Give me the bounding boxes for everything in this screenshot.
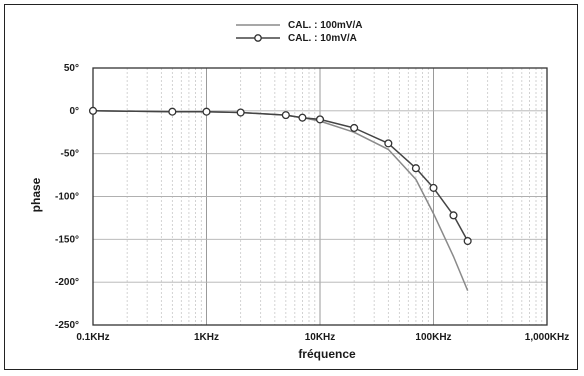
data-point xyxy=(429,183,438,192)
legend-label-series-2: CAL. : 10mV/A xyxy=(288,33,357,44)
y-tick-label: -200° xyxy=(55,277,79,288)
y-axis-title: phase xyxy=(29,177,43,212)
y-tick-label: -100° xyxy=(55,192,79,203)
data-point xyxy=(88,106,98,115)
series-layer xyxy=(88,106,472,291)
x-tick-label: 10KHz xyxy=(305,332,336,343)
chart-frame xyxy=(4,4,578,370)
data-point xyxy=(236,108,245,117)
tick-labels: 50° 0° -50° -100° -150° -200° -250°0.1KHz 1KHz 1… xyxy=(55,63,569,343)
y-tick-label: -150° xyxy=(55,234,79,245)
y-tick-label: 0° xyxy=(69,106,79,117)
series-line-1 xyxy=(92,110,469,291)
x-axis-title: fréquence xyxy=(298,347,356,361)
x-tick-label: 0.1KHz xyxy=(76,332,109,343)
series-line-2 xyxy=(92,110,469,242)
data-point xyxy=(298,113,307,122)
plot-border xyxy=(92,67,548,326)
y-tick-label: -50° xyxy=(61,149,79,160)
x-tick-label: 1KHz xyxy=(194,332,219,343)
data-point xyxy=(411,164,420,173)
legend: CAL. : 100mV/A CAL. : 10mV/A xyxy=(236,20,362,44)
y-tick-label: 50° xyxy=(64,63,79,74)
data-point xyxy=(315,115,325,124)
data-point xyxy=(350,123,359,133)
data-point xyxy=(449,211,458,220)
data-point xyxy=(202,107,211,116)
data-point xyxy=(463,236,472,246)
plot-area xyxy=(92,67,548,326)
grid xyxy=(92,67,547,326)
legend-label-series-1: CAL. : 100mV/A xyxy=(288,20,362,31)
data-point xyxy=(281,111,290,120)
x-tick-label: 100KHz xyxy=(415,332,451,343)
legend-marker-series-2 xyxy=(254,34,262,42)
data-point xyxy=(168,107,177,116)
x-tick-label: 1,000KHz xyxy=(525,332,569,343)
data-point xyxy=(384,139,393,148)
y-tick-label: -250° xyxy=(55,320,79,331)
